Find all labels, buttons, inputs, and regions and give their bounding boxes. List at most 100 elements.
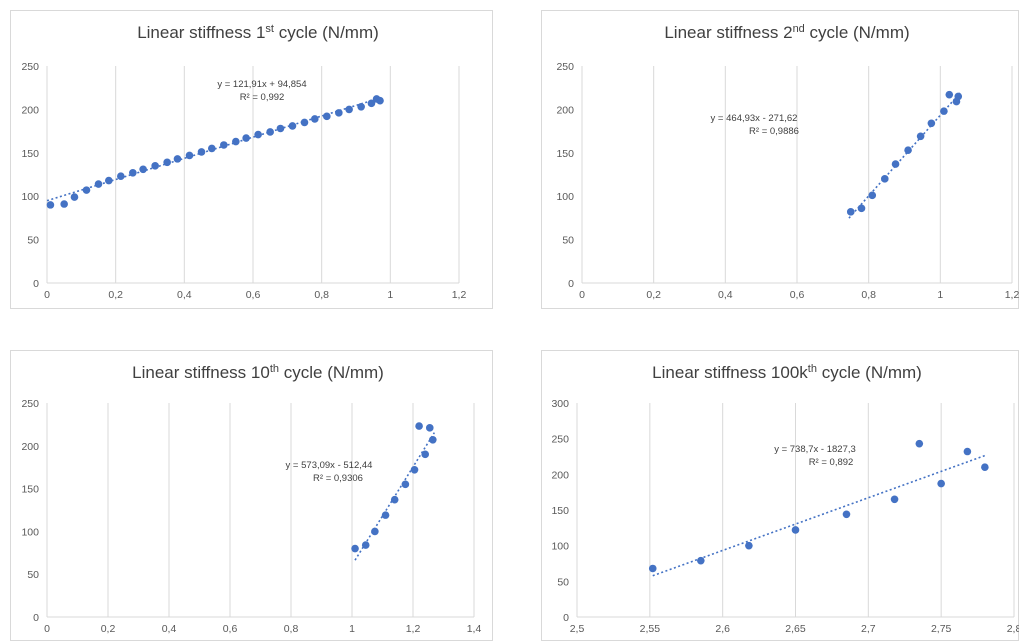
y-tick-label: 0 — [33, 278, 39, 290]
x-tick-label: 2,8 — [1007, 623, 1019, 635]
data-point — [60, 200, 68, 208]
y-tick-label: 0 — [33, 612, 39, 624]
data-point — [937, 479, 945, 488]
data-point — [429, 436, 437, 444]
chart-title: Linear stiffness 1st cycle (N/mm) — [137, 23, 379, 42]
data-point — [390, 495, 399, 504]
trendline-equation: y = 121,91x + 94,854 — [217, 79, 306, 90]
x-tick-label: 2,65 — [785, 623, 806, 635]
data-point — [94, 180, 103, 188]
data-point — [288, 122, 297, 130]
y-tick-label: 100 — [21, 191, 39, 203]
data-point — [981, 463, 989, 471]
data-point — [208, 144, 216, 153]
y-tick-label: 300 — [551, 398, 569, 410]
x-tick-label: 1 — [349, 623, 355, 635]
data-point — [401, 480, 410, 489]
data-point — [139, 165, 147, 174]
x-tick-label: 0,6 — [246, 289, 261, 301]
y-tick-label: 150 — [551, 505, 569, 517]
data-point — [891, 160, 900, 168]
x-tick-label: 1,4 — [467, 623, 482, 635]
data-point — [357, 102, 365, 111]
data-point — [857, 204, 866, 213]
y-tick-label: 200 — [556, 104, 574, 116]
y-tick-label: 150 — [21, 484, 39, 496]
data-point — [376, 96, 384, 105]
data-point — [46, 201, 55, 209]
x-tick-label: 0,6 — [790, 289, 805, 301]
x-tick-label: 2,75 — [931, 623, 952, 635]
data-point — [940, 107, 948, 115]
y-tick-label: 100 — [21, 526, 39, 538]
x-tick-label: 0 — [44, 623, 50, 635]
data-point — [82, 186, 91, 194]
chart-panel-10th-cycle: Linear stiffness 10th cycle (N/mm) 0 0,2 0,… — [10, 350, 493, 641]
y-tick-label: 250 — [551, 434, 569, 446]
data-point — [276, 124, 285, 133]
trendline-equation: y = 738,7x - 1827,3 — [774, 444, 856, 455]
chart-svg: Linear stiffness 2nd cycle (N/mm) 0 0,2 0,4… — [556, 23, 1019, 301]
y-tick-label: 200 — [21, 104, 39, 116]
trendline-equation: y = 573,09x - 512,44 — [286, 460, 373, 471]
data-point — [927, 119, 936, 128]
data-point — [697, 556, 705, 565]
x-tick-label: 0,4 — [718, 289, 733, 301]
y-tick-label: 250 — [21, 398, 39, 410]
data-point — [232, 137, 240, 146]
data-point — [254, 130, 262, 139]
data-point — [415, 422, 423, 430]
x-tick-label: 0,2 — [646, 289, 661, 301]
r-squared-label: R² = 0,9306 — [313, 473, 363, 484]
x-tick-label: 0,8 — [314, 289, 329, 301]
y-tick-label: 250 — [21, 61, 39, 73]
y-tick-label: 150 — [556, 148, 574, 160]
trendline — [848, 92, 961, 219]
data-point — [880, 175, 889, 183]
chart-panel-2nd-cycle: Linear stiffness 2nd cycle (N/mm) 0 0,2 0,4… — [541, 10, 1019, 309]
x-tick-label: 0 — [579, 289, 585, 301]
x-tick-label: 0,4 — [177, 289, 192, 301]
y-tick-label: 100 — [556, 191, 574, 203]
x-tick-label: 2,5 — [570, 623, 585, 635]
x-tick-label: 0,2 — [101, 623, 116, 635]
y-tick-label: 50 — [27, 235, 39, 247]
chart-svg: Linear stiffness 10th cycle (N/mm) 0 0,2 0,… — [21, 363, 482, 635]
y-tick-label: 150 — [21, 148, 39, 160]
data-point — [185, 151, 194, 160]
data-point — [648, 564, 657, 573]
y-tick-label: 200 — [21, 441, 39, 453]
chart-title: Linear stiffness 10th cycle (N/mm) — [132, 363, 384, 382]
x-tick-label: 2,7 — [861, 623, 876, 635]
x-tick-label: 0,8 — [284, 623, 299, 635]
trendline-equation: y = 464,93x - 271,62 — [711, 113, 798, 124]
y-tick-label: 50 — [557, 576, 569, 588]
data-point — [266, 128, 274, 136]
data-point — [220, 141, 228, 149]
data-point — [117, 172, 125, 181]
chart-title: Linear stiffness 2nd cycle (N/mm) — [664, 23, 909, 42]
data-point — [197, 148, 206, 156]
x-tick-label: 2,55 — [640, 623, 661, 635]
y-tick-label: 250 — [556, 61, 574, 73]
data-point — [904, 146, 912, 154]
data-point — [151, 162, 159, 170]
r-squared-label: R² = 0,892 — [809, 457, 854, 468]
data-point — [916, 132, 925, 141]
x-tick-label: 0 — [44, 289, 50, 301]
chart-panel-100kth-cycle: Linear stiffness 100kth cycle (N/mm) 2,5 2… — [541, 350, 1019, 641]
chart-svg: Linear stiffness 100kth cycle (N/mm) 2,5 2… — [551, 363, 1019, 635]
data-point — [323, 112, 331, 121]
data-point — [242, 134, 250, 142]
trendline — [652, 454, 986, 577]
data-point — [129, 168, 137, 177]
data-point — [791, 526, 800, 534]
x-tick-label: 1 — [387, 289, 393, 301]
data-point — [367, 99, 376, 108]
data-point — [381, 511, 390, 519]
data-point — [345, 105, 353, 114]
data-point — [842, 510, 851, 519]
data-point — [868, 191, 877, 200]
data-point — [173, 155, 182, 163]
x-tick-label: 1 — [937, 289, 943, 301]
